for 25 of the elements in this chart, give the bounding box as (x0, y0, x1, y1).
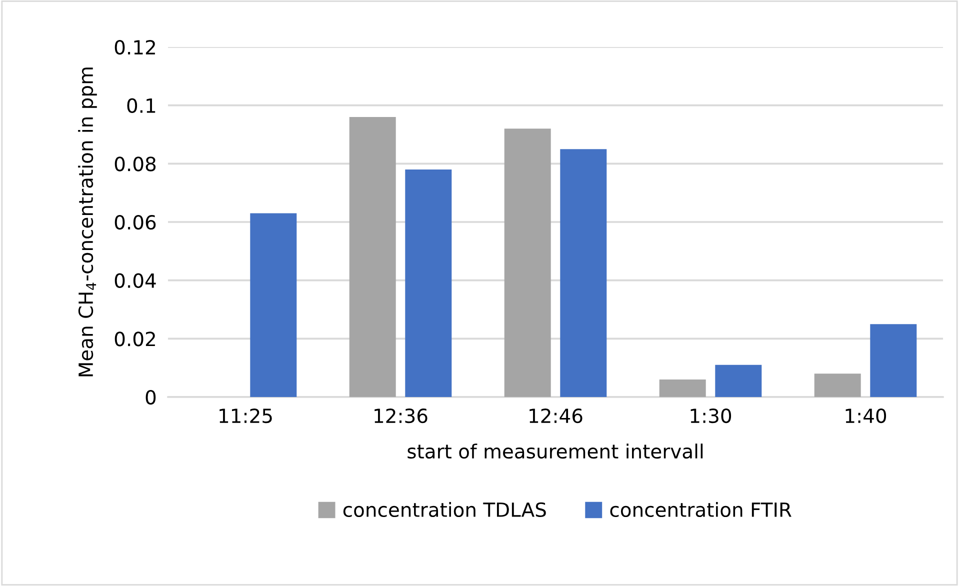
bar (659, 380, 706, 397)
bar (250, 213, 297, 397)
x-tick-label: 12:36 (374, 408, 428, 424)
y-axis-title: Mean CH$_{4}$-concentration in ppm (78, 68, 97, 376)
x-tick-label: 11:25 (220, 408, 272, 424)
bar (405, 170, 452, 397)
y-tick-label: 0 (146, 390, 156, 405)
y-tick-label: 0.08 (114, 156, 156, 172)
x-axis-title: start of measurement intervall (408, 444, 703, 459)
bar (504, 128, 551, 397)
bar (814, 374, 861, 397)
legend-label: concentration TDLAS (343, 502, 546, 518)
bar (715, 364, 762, 397)
y-tick-label: 0.06 (114, 214, 156, 230)
x-tick-label: 1:40 (846, 408, 886, 424)
y-tick-label: 0.04 (114, 273, 156, 288)
bar (349, 117, 396, 397)
bar (870, 324, 917, 397)
x-tick-label: 1:30 (690, 408, 732, 424)
x-tick-label: 12:46 (530, 408, 582, 424)
y-tick-label: 0.02 (114, 332, 155, 346)
y-tick-label: 0.12 (114, 40, 155, 55)
y-tick-label: 0.1 (127, 98, 156, 113)
legend-label: concentration FTIR (610, 502, 792, 518)
bar (560, 149, 607, 397)
